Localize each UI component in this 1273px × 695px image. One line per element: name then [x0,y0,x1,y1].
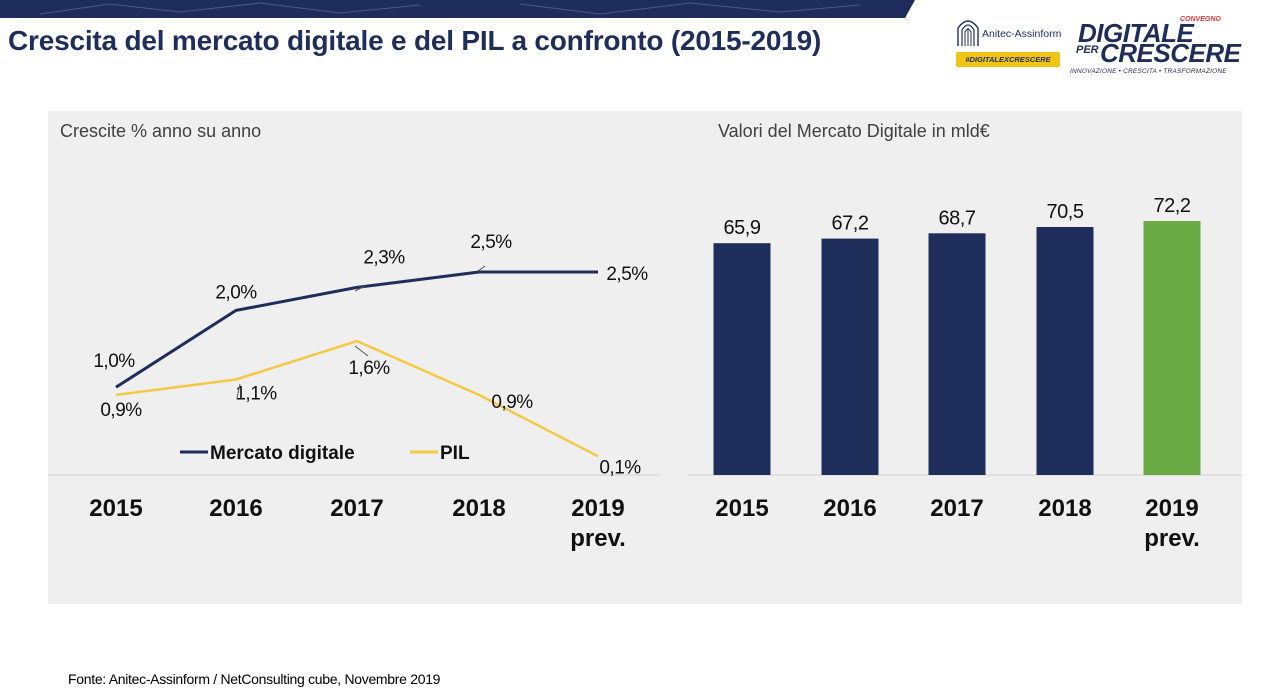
series-line [115,270,598,389]
anitec-emblem-icon [957,20,979,46]
x-tick-label: 2015 [89,495,142,522]
data-label: 2,5% [606,264,648,285]
right-chart-subtitle: Valori del Mercato Digitale in mld€ [718,121,990,141]
anitec-name: Anitec-Assinform [982,28,1062,40]
data-label: 1,1% [235,384,277,405]
data-label: 0,1% [599,457,641,478]
data-label: 2,0% [215,282,257,303]
data-label: 2,3% [363,247,405,268]
bar [713,243,771,475]
hashtag-badge: #DIGITALEXCRESCERE [956,52,1060,67]
x-tick-label: 2019 [1145,495,1198,522]
top-banner [0,0,915,18]
bar-value-label: 65,9 [724,217,761,239]
growth-line-chart: 2015 2016 2017 2018 2019 prev. 1,0% 2,0% 2,3% 2,5… [48,232,660,552]
data-label: 2,5% [470,232,512,253]
bar [928,233,986,475]
page-title: Crescita del mercato digitale e del PIL … [8,25,822,56]
convegno-line2: CRESCERE [1100,38,1241,68]
bar-value-label: 68,7 [939,207,976,229]
legend-label: PIL [440,443,470,464]
x-tick-label: 2018 [452,495,505,522]
x-tick-label: 2016 [823,495,876,522]
market-bar-chart: 65,9 2015 67,2 2016 68,7 2017 70,5 2018 72,2 2019… [688,195,1242,552]
data-label: 0,9% [100,400,142,421]
x-tick-label: 2015 [715,495,768,522]
x-tick-label: 2018 [1038,495,1091,522]
leader-line [354,345,369,357]
bar [1036,227,1094,475]
convegno-label: CONVEGNO [1180,16,1221,23]
data-label: 1,6% [348,358,390,379]
legend-label: Mercato digitale [210,443,355,464]
data-label: 1,0% [93,351,135,372]
bar-value-label: 72,2 [1154,195,1191,217]
convegno-tagline: INNOVAZIONE • CRESCITA • TRASFORMAZIONE [1070,68,1227,75]
bar-value-label: 67,2 [832,213,869,235]
leader-line [236,383,241,399]
leader-line [477,265,486,272]
anitec-assinform-logo: Anitec-Assinform #DIGITALEXCRESCERE [952,16,1064,72]
bar [821,238,879,475]
x-tick-label: 2019 [571,495,624,522]
left-chart-subtitle: Crescite % anno su anno [60,121,262,141]
convegno-per: PER [1076,44,1099,56]
series-line [115,339,599,458]
leader-line [354,285,366,292]
x-tick-label: 2017 [930,495,983,522]
bar [1143,221,1201,475]
x-tick-label: prev. [570,525,626,552]
data-label: 0,9% [491,392,533,413]
x-tick-label: 2016 [209,495,262,522]
bar-value-label: 70,5 [1047,201,1084,223]
source-note: Fonte: Anitec-Assinform / NetConsulting … [68,671,441,687]
x-tick-label: 2017 [330,495,383,522]
x-tick-label: prev. [1144,525,1200,552]
convegno-logo: CONVEGNO DIGITALE PER CRESCERE INNOVAZIO… [1068,14,1268,84]
convegno-line1: DIGITALE [1078,18,1194,48]
